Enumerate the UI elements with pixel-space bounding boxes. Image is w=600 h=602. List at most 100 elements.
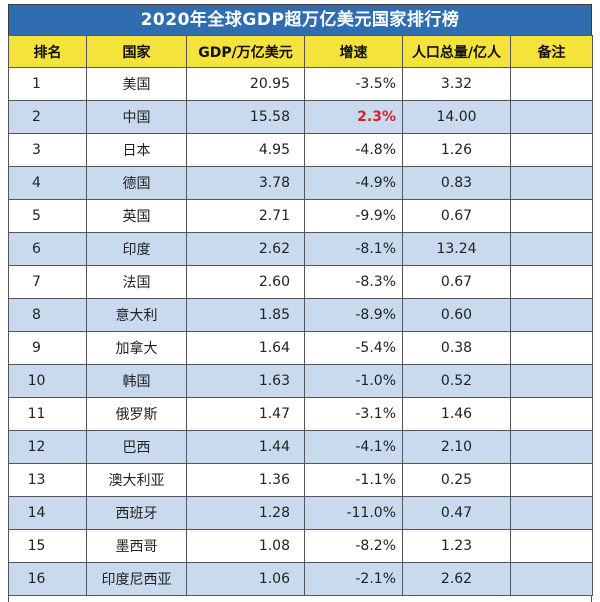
cell-note: [510, 265, 593, 299]
table-row: 5 英国 2.71 -9.9% 0.67: [8, 199, 593, 233]
cell-rank: 7: [8, 265, 87, 299]
cell-gdp: 2.71: [186, 199, 305, 233]
cell-gdp: 1.47: [186, 397, 305, 431]
header-note: 备注: [510, 35, 593, 68]
cell-gdp: 20.95: [186, 67, 305, 101]
cell-country: 西班牙: [86, 496, 187, 530]
cell-growth: -9.9%: [304, 199, 403, 233]
cell-growth: -4.1%: [304, 430, 403, 464]
cell-note: [510, 67, 593, 101]
cell-gdp: 1.85: [186, 298, 305, 332]
cell-population: 3.32: [402, 67, 511, 101]
cell-country: 巴西: [86, 430, 187, 464]
cell-rank: 2: [8, 100, 87, 134]
cell-population: 0.60: [402, 298, 511, 332]
cell-country: 墨西哥: [86, 529, 187, 563]
cell-note: [510, 496, 593, 530]
cell-note: [510, 199, 593, 233]
cell-rank: 14: [8, 496, 87, 530]
cell-rank: 15: [8, 529, 87, 563]
cell-country: 加拿大: [86, 331, 187, 365]
cell-note: [510, 133, 593, 167]
cell-country: 印度: [86, 232, 187, 266]
cell-gdp: 15.58: [186, 100, 305, 134]
cell-growth: -11.0%: [304, 496, 403, 530]
cell-country: 中国: [86, 100, 187, 134]
cell-rank: 3: [8, 133, 87, 167]
cell-country: 意大利: [86, 298, 187, 332]
header-growth: 增速: [304, 35, 403, 68]
cell-gdp: 1.64: [186, 331, 305, 365]
table-body: 1 美国 20.95 -3.5% 3.32 2 中国 15.58 2.3% 14.00 3 日本 4.9…: [8, 67, 593, 596]
cell-rank: 16: [8, 562, 87, 596]
cell-rank: 11: [8, 397, 87, 431]
cell-country: 日本: [86, 133, 187, 167]
cell-growth: -4.8%: [304, 133, 403, 167]
header-row: 排名 国家 GDP/万亿美元 增速 人口总量/亿人 备注: [8, 35, 593, 68]
cell-population: 14.00: [402, 100, 511, 134]
cell-rank: 6: [8, 232, 87, 266]
cell-growth: -3.1%: [304, 397, 403, 431]
cell-country: 韩国: [86, 364, 187, 398]
table-row: 14 西班牙 1.28 -11.0% 0.47: [8, 496, 593, 530]
cell-growth: -8.2%: [304, 529, 403, 563]
cell-country: 印度尼西亚: [86, 562, 187, 596]
cell-country: 法国: [86, 265, 187, 299]
header-population: 人口总量/亿人: [402, 35, 511, 68]
cell-gdp: 2.60: [186, 265, 305, 299]
cell-note: [510, 463, 593, 497]
table-row: 11 俄罗斯 1.47 -3.1% 1.46: [8, 397, 593, 431]
cell-note: [510, 562, 593, 596]
cell-gdp: 1.44: [186, 430, 305, 464]
cell-gdp: 1.28: [186, 496, 305, 530]
cell-population: 2.10: [402, 430, 511, 464]
cell-note: [510, 364, 593, 398]
table-row: 12 巴西 1.44 -4.1% 2.10: [8, 430, 593, 464]
cell-growth: -1.0%: [304, 364, 403, 398]
cell-gdp: 1.36: [186, 463, 305, 497]
cell-rank: 4: [8, 166, 87, 200]
cell-rank: 12: [8, 430, 87, 464]
cell-gdp: 1.63: [186, 364, 305, 398]
table-title: 2020年全球GDP超万亿美元国家排行榜: [8, 4, 592, 35]
cell-note: [510, 430, 593, 464]
cell-population: 0.83: [402, 166, 511, 200]
cell-population: 0.38: [402, 331, 511, 365]
table-row: 2 中国 15.58 2.3% 14.00: [8, 100, 593, 134]
cell-country: 德国: [86, 166, 187, 200]
cell-growth: -5.4%: [304, 331, 403, 365]
table-row: 15 墨西哥 1.08 -8.2% 1.23: [8, 529, 593, 563]
cell-gdp: 3.78: [186, 166, 305, 200]
cell-gdp: 1.08: [186, 529, 305, 563]
cell-note: [510, 100, 593, 134]
header-country: 国家: [86, 35, 187, 68]
table-row: 6 印度 2.62 -8.1% 13.24: [8, 232, 593, 266]
cell-growth: -4.9%: [304, 166, 403, 200]
table-row: 4 德国 3.78 -4.9% 0.83: [8, 166, 593, 200]
cell-growth: -1.1%: [304, 463, 403, 497]
cell-country: 英国: [86, 199, 187, 233]
table-row: 8 意大利 1.85 -8.9% 0.60: [8, 298, 593, 332]
cell-growth: -8.9%: [304, 298, 403, 332]
cell-gdp: 1.06: [186, 562, 305, 596]
cell-country: 美国: [86, 67, 187, 101]
cell-growth: 2.3%: [304, 100, 403, 134]
cell-population: 1.46: [402, 397, 511, 431]
cell-growth: -8.3%: [304, 265, 403, 299]
table-row: 13 澳大利亚 1.36 -1.1% 0.25: [8, 463, 593, 497]
cell-note: [510, 298, 593, 332]
cell-note: [510, 397, 593, 431]
cell-growth: -2.1%: [304, 562, 403, 596]
cell-rank: 9: [8, 331, 87, 365]
cell-population: 13.24: [402, 232, 511, 266]
cell-note: [510, 232, 593, 266]
cell-note: [510, 166, 593, 200]
cell-population: 0.25: [402, 463, 511, 497]
cell-country: 俄罗斯: [86, 397, 187, 431]
cell-gdp: 4.95: [186, 133, 305, 167]
table-row: 9 加拿大 1.64 -5.4% 0.38: [8, 331, 593, 365]
gdp-ranking-table: 排名 国家 GDP/万亿美元 增速 人口总量/亿人 备注 1 美国 20.95 -3.…: [8, 35, 593, 596]
cell-rank: 10: [8, 364, 87, 398]
cell-rank: 1: [8, 67, 87, 101]
cell-rank: 5: [8, 199, 87, 233]
